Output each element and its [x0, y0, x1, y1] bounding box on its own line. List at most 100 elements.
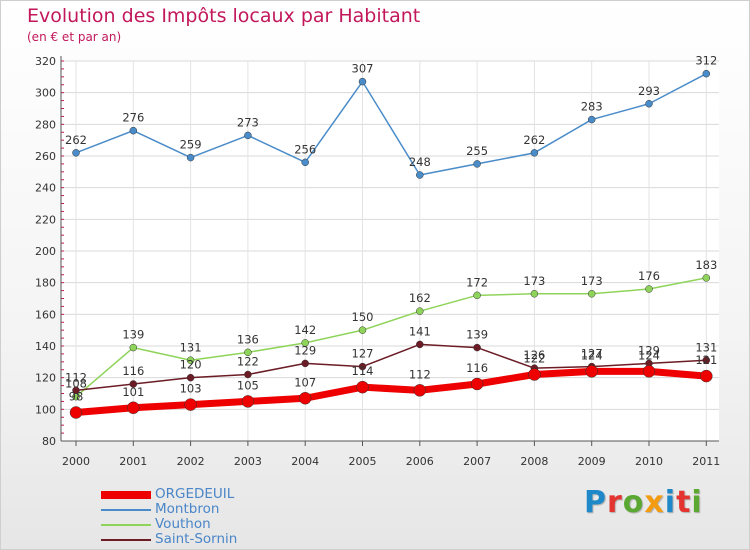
data-point-saint-sornin: [702, 356, 711, 364]
data-label-montbron: 255: [466, 144, 488, 158]
data-point-vouthon: [645, 285, 653, 293]
data-point-saint-sornin: [416, 340, 424, 349]
y-tick-label: 220: [35, 213, 56, 226]
data-point-orgedeuil: [298, 392, 312, 405]
data-label-montbron: 256: [294, 142, 316, 156]
x-tick-label: 2002: [177, 455, 205, 468]
data-label-orgedeuil: 112: [409, 367, 431, 381]
y-tick-label: 300: [35, 87, 56, 100]
data-label-orgedeuil: 121: [695, 353, 717, 367]
series-line-orgedeuil: [72, 367, 710, 416]
data-label-orgedeuil: 103: [180, 382, 202, 396]
data-point-montbron: [645, 100, 653, 108]
y-tick-label: 260: [35, 150, 56, 163]
data-label-saint-sornin: 122: [237, 355, 259, 369]
data-label-montbron: 283: [581, 100, 603, 114]
data-point-montbron: [587, 115, 596, 124]
data-point-montbron: [473, 160, 481, 168]
data-point-orgedeuil: [528, 368, 541, 381]
data-label-vouthon: 142: [294, 323, 316, 337]
data-point-saint-sornin: [186, 373, 195, 382]
legend-label: ORGEDEUIL: [155, 486, 235, 502]
x-tick-label: 2009: [578, 455, 606, 468]
proxiti-logo: Proxiti: [584, 485, 703, 520]
y-tick-label: 120: [35, 372, 56, 385]
data-label-vouthon: 131: [180, 340, 202, 354]
data-point-vouthon: [702, 274, 711, 282]
data-point-vouthon: [301, 339, 309, 347]
legend-swatch: [101, 524, 151, 526]
data-label-orgedeuil: 98: [69, 390, 84, 404]
data-label-orgedeuil: 107: [294, 375, 316, 389]
data-point-saint-sornin: [72, 386, 80, 395]
data-label-montbron: 248: [409, 155, 431, 169]
chart-title: Evolution des Impôts locaux par Habitant: [27, 5, 421, 27]
x-tick-label: 2001: [119, 455, 147, 468]
data-label-vouthon: 173: [581, 274, 603, 288]
data-point-orgedeuil: [241, 395, 255, 408]
chart-subtitle: (en € et par an): [27, 30, 122, 44]
data-label-orgedeuil: 116: [466, 361, 488, 375]
data-label-orgedeuil: 101: [122, 385, 144, 399]
series-line-montbron: [75, 72, 708, 176]
data-label-saint-sornin: 120: [180, 358, 202, 372]
legend-label: Saint-Sornin: [155, 531, 238, 547]
data-point-vouthon: [416, 307, 424, 315]
data-point-orgedeuil: [356, 380, 369, 394]
data-point-saint-sornin: [244, 370, 252, 379]
legend-label: Vouthon: [155, 516, 211, 532]
data-label-orgedeuil: 124: [581, 348, 603, 362]
data-point-montbron: [186, 153, 195, 162]
data-label-saint-sornin: 127: [352, 347, 374, 361]
data-label-orgedeuil: 124: [638, 348, 660, 362]
data-label-saint-sornin: 139: [466, 328, 488, 342]
series-line-vouthon: [75, 277, 708, 398]
data-label-saint-sornin: 131: [695, 340, 717, 354]
data-label-vouthon: 176: [638, 269, 660, 283]
data-label-saint-sornin: 126: [523, 348, 545, 362]
y-tick-label: 160: [35, 308, 56, 321]
data-point-vouthon: [358, 326, 367, 334]
data-label-vouthon: 162: [409, 291, 431, 305]
data-point-montbron: [358, 77, 367, 86]
data-label-vouthon: 172: [466, 275, 488, 289]
x-tick-label: 2007: [463, 455, 491, 468]
data-label-saint-sornin: 112: [65, 370, 87, 384]
legend-swatch: [101, 491, 151, 499]
data-label-orgedeuil: 105: [237, 378, 259, 392]
data-label-vouthon: 173: [523, 274, 545, 288]
data-label-vouthon: 183: [695, 258, 717, 272]
data-label-vouthon: 139: [122, 328, 144, 342]
data-point-orgedeuil: [585, 365, 598, 378]
x-tick-label: 2004: [291, 455, 319, 468]
x-tick-label: 2000: [62, 455, 90, 468]
y-tick-label: 200: [35, 245, 56, 258]
data-label-vouthon: 150: [352, 310, 374, 324]
data-point-orgedeuil: [69, 406, 83, 419]
data-label-montbron: 262: [523, 133, 545, 147]
legend-item: Vouthon: [101, 517, 321, 532]
data-label-montbron: 262: [65, 133, 87, 147]
data-label-saint-sornin: 129: [638, 343, 660, 357]
legend-label: Montbron: [155, 501, 220, 517]
legend-item: Saint-Sornin: [101, 532, 321, 547]
data-point-montbron: [301, 158, 309, 167]
data-point-orgedeuil: [184, 398, 197, 411]
series-line-saint-sornin: [75, 343, 708, 392]
data-label-saint-sornin: 116: [122, 364, 144, 378]
data-point-vouthon: [473, 291, 481, 300]
data-point-saint-sornin: [358, 362, 367, 371]
x-tick-label: 2006: [406, 455, 434, 468]
data-point-montbron: [416, 171, 424, 179]
data-label-saint-sornin: 129: [294, 343, 316, 357]
data-label-vouthon: 136: [237, 332, 259, 346]
data-point-saint-sornin: [129, 380, 138, 388]
y-tick-label: 100: [35, 403, 56, 416]
y-tick-label: 240: [35, 182, 56, 195]
legend-item: Montbron: [101, 502, 321, 517]
data-point-vouthon: [244, 348, 252, 357]
data-point-vouthon: [186, 356, 195, 364]
y-tick-label: 180: [35, 277, 56, 290]
data-label-saint-sornin: 141: [409, 324, 431, 338]
